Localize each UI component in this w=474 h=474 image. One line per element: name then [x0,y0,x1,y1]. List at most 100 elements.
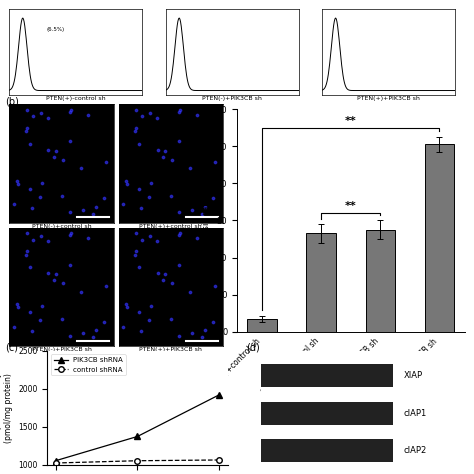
Point [176,137,183,145]
PIK3CB shRNA [135,434,140,439]
Point [198,210,206,218]
Point [102,282,110,290]
Point [138,236,146,243]
Point [58,192,66,200]
Point [211,282,219,290]
Point [36,316,44,324]
Text: (6.5%): (6.5%) [47,27,65,32]
Text: XIAP: XIAP [403,371,422,380]
X-axis label: PTEN(+)+PIK3CB sh: PTEN(+)+PIK3CB sh [357,96,420,101]
Point [59,156,67,164]
Point [36,232,44,240]
Point [28,204,36,211]
X-axis label: PTEN(+)-control sh: PTEN(+)-control sh [46,96,106,101]
Point [153,237,161,245]
Point [211,159,219,166]
Point [84,235,92,242]
Point [44,237,52,245]
Point [79,206,87,214]
Point [175,209,182,216]
Point [45,269,52,277]
Text: cIAP2: cIAP2 [403,447,427,456]
Point [135,185,143,192]
Bar [261,439,393,462]
Point [68,229,75,237]
control shRNA [53,460,58,466]
control shRNA [135,458,140,464]
Point [102,159,110,166]
Point [167,192,175,200]
Point [38,302,46,310]
Point [66,231,74,239]
Point [67,137,74,145]
Point [168,156,176,164]
Point [26,308,34,316]
Point [210,318,217,326]
Point [24,247,31,255]
Bar [365,230,395,332]
Point [119,323,127,331]
Point [133,247,140,255]
Point [50,153,58,160]
PIK3CB shRNA [53,458,58,464]
Text: cIAP1: cIAP1 [403,409,427,418]
Point [133,229,140,237]
Point [89,333,97,341]
Point [45,146,52,154]
Point [153,114,161,122]
Point [84,111,92,119]
Text: (c): (c) [5,343,18,353]
Point [162,270,169,278]
Point [77,164,84,172]
Point [77,288,84,295]
Bar [261,365,393,387]
Point [193,111,201,119]
Point [135,308,143,316]
Point [167,315,175,323]
Text: **: ** [345,201,356,211]
Point [175,332,182,339]
Point [198,333,206,341]
Text: (d): (d) [246,343,260,353]
Point [176,261,183,268]
Bar [261,402,393,425]
Bar [247,319,277,332]
Point [193,235,201,242]
Point [24,106,31,114]
Point [10,323,18,331]
Point [138,112,146,120]
Point [89,210,97,218]
Point [175,231,183,239]
Point [175,108,183,116]
Point [135,263,143,271]
Point [133,106,140,114]
Point [188,329,196,337]
Point [159,276,167,283]
X-axis label: PTEN(-)+PIK3CB sh: PTEN(-)+PIK3CB sh [202,96,262,101]
Y-axis label: Caspase 3 activity
(pmol/mg protein): Caspase 3 activity (pmol/mg protein) [0,373,13,443]
PIK3CB shRNA [217,392,222,398]
Point [92,203,100,210]
Point [59,279,67,287]
Point [66,108,74,116]
Point [22,251,29,258]
Point [100,195,108,202]
Point [123,180,131,187]
Point [122,177,129,185]
Bar [306,233,336,332]
Point [186,288,193,295]
Point [147,302,155,310]
Point [24,229,31,237]
Point [36,109,44,117]
Point [14,180,22,187]
Line: PIK3CB shRNA: PIK3CB shRNA [53,392,222,464]
Point [137,204,145,211]
Line: control shRNA: control shRNA [53,457,222,466]
Point [123,303,131,310]
Point [10,200,18,208]
Point [44,114,52,122]
Point [100,318,108,326]
Point [119,200,127,208]
Point [13,177,20,185]
Point [53,147,60,155]
